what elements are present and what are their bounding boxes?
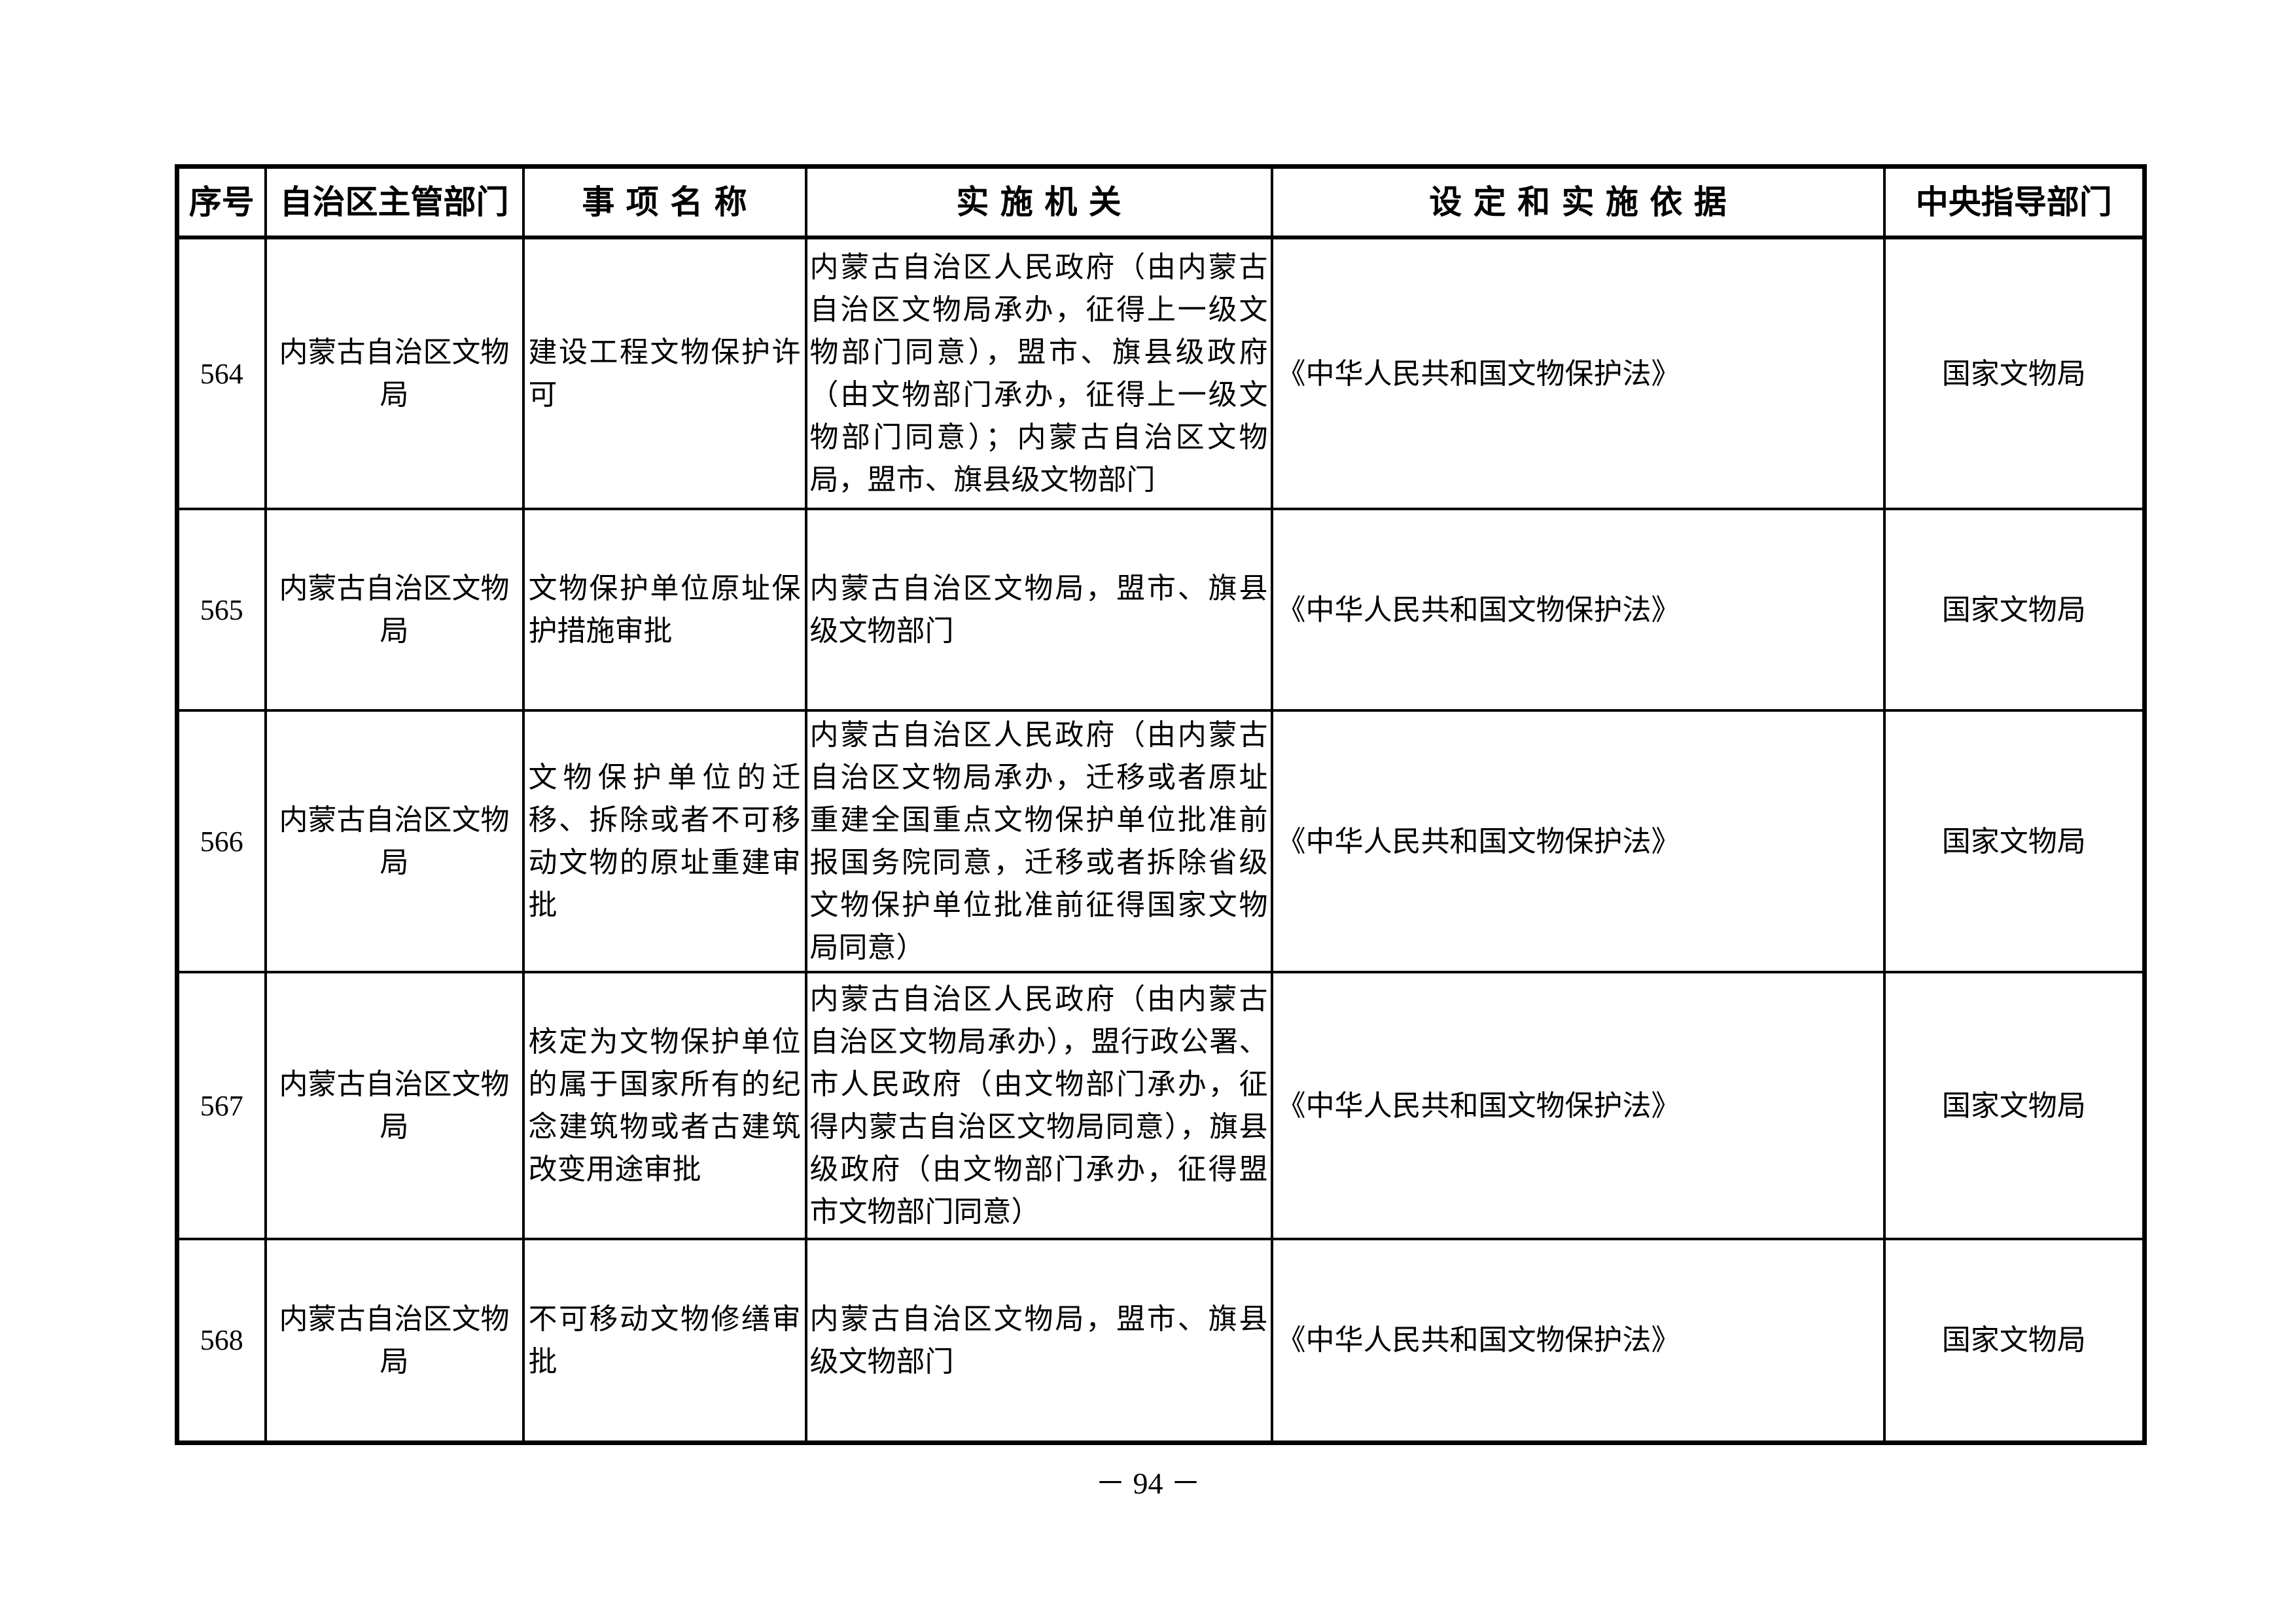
cell-central-department: 国家文物局 [1882, 971, 2146, 1240]
cell-item-name: 不可移动文物修缮审批 [521, 1238, 807, 1444]
table-row: 568 内蒙古自治区文物局 不可移动文物修缮审批 内蒙古自治区文物局，盟市、旗县… [175, 1238, 2146, 1444]
cell-item-name: 建设工程文物保护许可 [521, 236, 807, 510]
cell-implementing-agency: 内蒙古自治区人民政府（由内蒙古自治区文物局承办，迁移或者原址重建全国重点文物保护… [804, 709, 1273, 973]
table-row: 565 内蒙古自治区文物局 文物保护单位原址保护措施审批 内蒙古自治区文物局，盟… [175, 508, 2146, 712]
cell-central-department: 国家文物局 [1882, 236, 2146, 510]
header-col-item-name: 事 项 名 称 [521, 165, 807, 239]
cell-no: 566 [175, 709, 267, 973]
cell-legal-basis: 《中华人民共和国文物保护法》 [1270, 709, 1886, 973]
cell-legal-basis: 《中华人民共和国文物保护法》 [1270, 1238, 1886, 1444]
cell-central-department: 国家文物局 [1882, 508, 2146, 712]
cell-implementing-agency: 内蒙古自治区文物局，盟市、旗县级文物部门 [804, 508, 1273, 712]
cell-implementing-agency: 内蒙古自治区人民政府（由内蒙古自治区文物局承办），盟行政公署、市人民政府（由文物… [804, 971, 1273, 1240]
cell-item-name: 文物保护单位原址保护措施审批 [521, 508, 807, 712]
cell-no: 564 [175, 236, 267, 510]
header-col-department: 自治区主管部门 [264, 165, 525, 239]
cell-item-name: 核定为文物保护单位的属于国家所有的纪念建筑物或者古建筑改变用途审批 [521, 971, 807, 1240]
cell-department: 内蒙古自治区文物局 [264, 1238, 525, 1444]
cell-department: 内蒙古自治区文物局 [264, 971, 525, 1240]
page-number: － 94 － [1095, 1467, 1201, 1500]
table-row: 567 内蒙古自治区文物局 核定为文物保护单位的属于国家所有的纪念建筑物或者古建… [175, 971, 2146, 1240]
cell-implementing-agency: 内蒙古自治区文物局，盟市、旗县级文物部门 [804, 1238, 1273, 1444]
cell-item-name: 文物保护单位的迁移、拆除或者不可移动文物的原址重建审批 [521, 709, 807, 973]
cell-central-department: 国家文物局 [1882, 709, 2146, 973]
cell-legal-basis: 《中华人民共和国文物保护法》 [1270, 971, 1886, 1240]
table-row: 566 内蒙古自治区文物局 文物保护单位的迁移、拆除或者不可移动文物的原址重建审… [175, 709, 2146, 973]
cell-department: 内蒙古自治区文物局 [264, 508, 525, 712]
cell-department: 内蒙古自治区文物局 [264, 709, 525, 973]
cell-legal-basis: 《中华人民共和国文物保护法》 [1270, 236, 1886, 510]
cell-implementing-agency: 内蒙古自治区人民政府（由内蒙古自治区文物局承办，征得上一级文物部门同意），盟市、… [804, 236, 1273, 510]
header-col-implementing-agency: 实 施 机 关 [804, 165, 1273, 239]
cell-no: 565 [175, 508, 267, 712]
approval-items-table: 序号 自治区主管部门 事 项 名 称 实 施 机 关 设 定 和 实 施 依 据… [175, 164, 2147, 1445]
cell-central-department: 国家文物局 [1882, 1238, 2146, 1444]
cell-no: 567 [175, 971, 267, 1240]
header-col-no: 序号 [175, 165, 267, 239]
table-row: 564 内蒙古自治区文物局 建设工程文物保护许可 内蒙古自治区人民政府（由内蒙古… [175, 236, 2146, 510]
header-col-central-department: 中央指导部门 [1882, 165, 2146, 239]
cell-department: 内蒙古自治区文物局 [264, 236, 525, 510]
table-header-row: 序号 自治区主管部门 事 项 名 称 实 施 机 关 设 定 和 实 施 依 据… [175, 165, 2146, 239]
header-col-legal-basis: 设 定 和 实 施 依 据 [1270, 165, 1886, 239]
cell-no: 568 [175, 1238, 267, 1444]
cell-legal-basis: 《中华人民共和国文物保护法》 [1270, 508, 1886, 712]
